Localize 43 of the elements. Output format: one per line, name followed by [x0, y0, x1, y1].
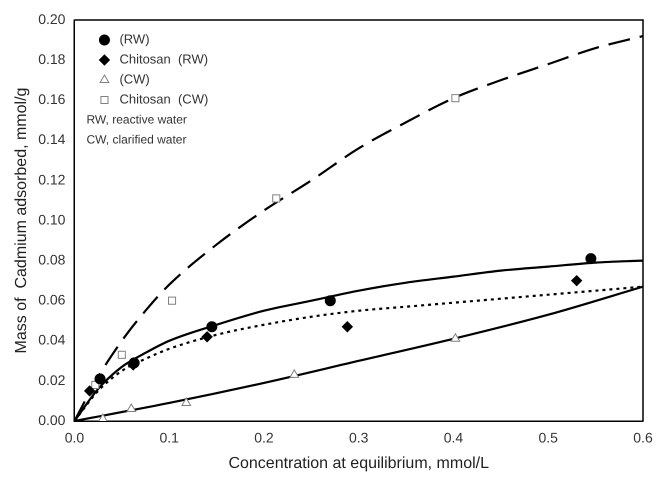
point — [206, 321, 218, 332]
y-tick-label: 0.20 — [38, 10, 66, 27]
x-tick-label: 0.5 — [538, 429, 558, 446]
point — [168, 296, 176, 305]
y-tick-label: 0.00 — [38, 412, 66, 428]
y-tick-label: 0.04 — [38, 332, 66, 348]
point — [342, 321, 353, 332]
y-tick-label: 0.08 — [38, 251, 66, 268]
legend-label: Chitosan (CW) — [119, 92, 208, 107]
annotation: RW, reactive water — [86, 112, 187, 126]
point — [181, 397, 192, 406]
point — [324, 295, 336, 306]
x-tick-label: 0.1 — [159, 429, 180, 446]
legend-label: Chitosan (RW) — [119, 52, 208, 67]
x-tick-label: 0.2 — [254, 429, 274, 446]
y-axis-title: Mass of Cadmium adsorbed, mmol/g — [13, 88, 30, 354]
point — [450, 333, 460, 342]
y-tick-label: 0.06 — [38, 292, 66, 308]
x-tick-label: 0.6 — [633, 429, 653, 446]
annotation: CW, clarified water — [86, 132, 186, 146]
point — [118, 350, 126, 359]
point — [571, 275, 582, 286]
point — [272, 194, 280, 202]
point — [289, 369, 300, 378]
y-tick-label: 0.02 — [38, 372, 66, 388]
point — [126, 403, 136, 412]
x-tick-label: 0.0 — [64, 429, 84, 446]
point — [451, 94, 460, 102]
legend-label: (CW) — [119, 72, 150, 87]
point — [585, 253, 596, 264]
legend-label: (RW) — [119, 32, 150, 47]
x-axis-title: Concentration at equilibrium, mmol/L — [228, 454, 490, 472]
y-tick-label: 0.14 — [38, 131, 66, 148]
y-tick-label: 0.12 — [38, 171, 66, 188]
point — [98, 413, 108, 421]
point — [202, 331, 213, 342]
point — [94, 373, 106, 384]
x-tick-label: 0.3 — [348, 429, 369, 446]
x-tick-label: 0.4 — [444, 429, 464, 446]
y-tick-label: 0.18 — [38, 50, 66, 67]
y-tick-label: 0.16 — [38, 91, 66, 108]
y-tick-label: 0.10 — [38, 211, 66, 228]
point — [84, 385, 96, 396]
